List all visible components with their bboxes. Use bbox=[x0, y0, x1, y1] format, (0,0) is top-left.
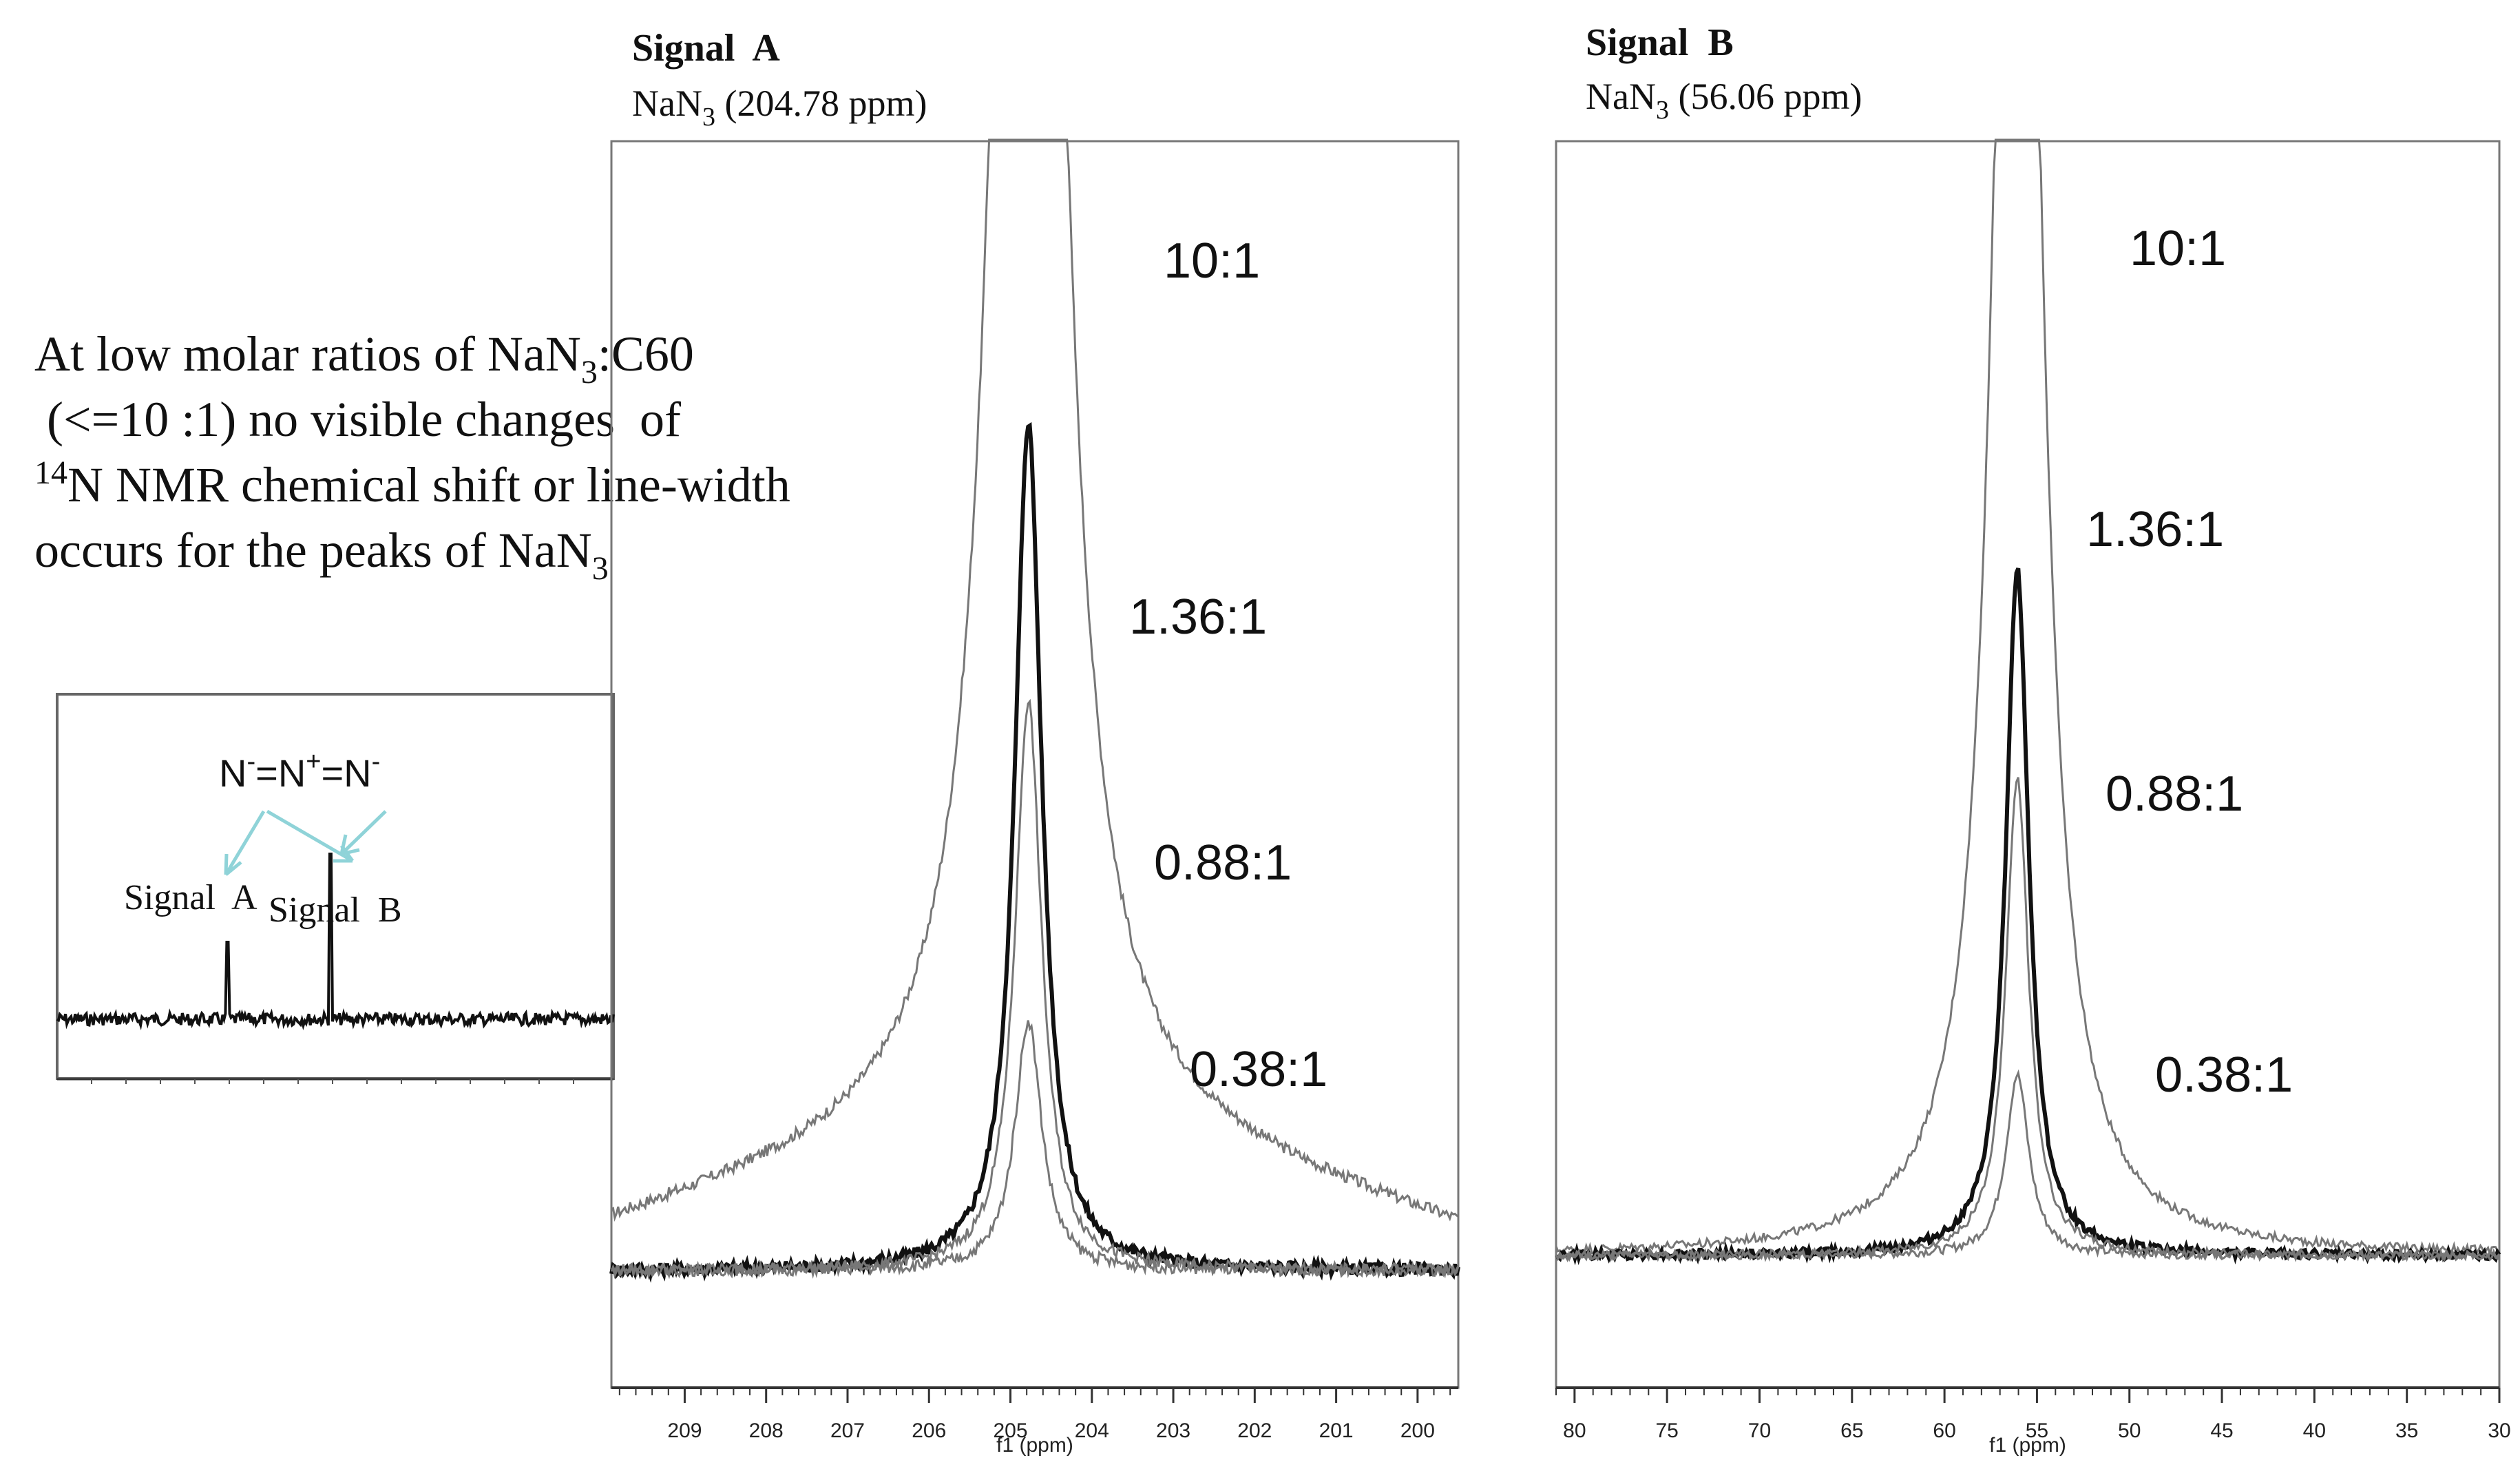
x-tick-label: 203 bbox=[1156, 1419, 1190, 1442]
x-tick-label: 80 bbox=[1563, 1419, 1586, 1442]
arrow-to-signal-a bbox=[224, 810, 266, 876]
x-tick-label: 65 bbox=[1840, 1419, 1863, 1442]
x-tick-label: 206 bbox=[912, 1419, 946, 1442]
x-tick-label: 209 bbox=[667, 1419, 702, 1442]
panel-a-subtitle: NaN3 (204.78 ppm) bbox=[632, 83, 927, 132]
panel-a-label-0-38-1: 0.38:1 bbox=[1190, 1042, 1327, 1097]
panel-b-ratio-labels: 10:1 1.36:1 0.88:1 0.38:1 bbox=[2086, 221, 2293, 1103]
panel-b-traces bbox=[1555, 138, 2501, 1266]
panel-b-xlabel: f1 (ppm) bbox=[1989, 1434, 2066, 1457]
inset-ticks bbox=[91, 1079, 574, 1084]
annotation-line-4: occurs for the peaks of NaN3 bbox=[34, 523, 609, 587]
inset-arrows bbox=[224, 809, 387, 876]
x-tick-label: 70 bbox=[1748, 1419, 1771, 1442]
inset-formula: N-=N+=N- bbox=[219, 747, 380, 795]
x-tick-label: 40 bbox=[2303, 1419, 2326, 1442]
x-tick-label: 205 bbox=[993, 1419, 1027, 1442]
x-tick-label: 202 bbox=[1237, 1419, 1272, 1442]
panel-a-label-1-36-1: 1.36:1 bbox=[1129, 590, 1267, 645]
panel-a-xlabel: f1 (ppm) bbox=[996, 1434, 1073, 1457]
panel-a-label-0-88-1: 0.88:1 bbox=[1154, 835, 1292, 890]
inset-trace bbox=[56, 853, 615, 1031]
x-tick-label: 200 bbox=[1400, 1419, 1435, 1442]
panel-signal-b: Signal B NaN3 (56.06 ppm) 80 75 70 65 60 55 50… bbox=[1555, 21, 2511, 1457]
panel-b-label-1-36-1: 1.36:1 bbox=[2086, 502, 2224, 557]
panel-b-ticks: 80 75 70 65 60 55 50 45 40 35 30 bbox=[1555, 1388, 2511, 1442]
annotation-line-3: 14N NMR chemical shift or line-width bbox=[34, 455, 790, 512]
panel-b-label-10-1: 10:1 bbox=[2130, 221, 2226, 276]
panel-b-trace-0-38-1 bbox=[1555, 1069, 2501, 1262]
panel-a-traces bbox=[609, 138, 1460, 1283]
panel-b-label-0-38-1: 0.38:1 bbox=[2155, 1048, 2293, 1103]
x-tick-label: 45 bbox=[2210, 1419, 2233, 1442]
panel-b-trace-10-1 bbox=[1555, 138, 2500, 1258]
panel-a-title: Signal A bbox=[632, 27, 780, 70]
x-tick-label: 50 bbox=[2118, 1419, 2141, 1442]
inset-signal-a-label: Signal A bbox=[124, 878, 258, 917]
x-tick-label: 30 bbox=[2488, 1419, 2510, 1442]
panel-a-label-10-1: 10:1 bbox=[1164, 233, 1260, 289]
panel-a-ticks: 209 208 207 206 205 204 203 202 201 200 bbox=[618, 1388, 1451, 1442]
x-tick-label: 204 bbox=[1075, 1419, 1109, 1442]
x-tick-label: 55 bbox=[2026, 1419, 2048, 1442]
x-tick-label: 208 bbox=[749, 1419, 784, 1442]
x-tick-label: 60 bbox=[1933, 1419, 1955, 1442]
inset-signal-b-label: Signal B bbox=[269, 890, 402, 930]
panel-signal-a: Signal A NaN3 (204.78 ppm) 209 208 207 206 2… bbox=[609, 27, 1460, 1457]
annotation-line-2: (<=10 :1) no visible changes of bbox=[34, 392, 681, 447]
inset-spectrum: N-=N+=N- Signal A Signal B bbox=[56, 693, 615, 1084]
annotation: At low molar ratios of NaN3:C60 (<=10 :1… bbox=[34, 326, 790, 587]
panel-a-ratio-labels: 10:1 1.36:1 0.88:1 0.38:1 bbox=[1129, 233, 1327, 1097]
x-tick-label: 201 bbox=[1319, 1419, 1354, 1442]
annotation-line-1: At low molar ratios of NaN3:C60 bbox=[34, 326, 694, 390]
panel-b-subtitle: NaN3 (56.06 ppm) bbox=[1586, 76, 1862, 125]
panel-a-trace-10-1 bbox=[611, 138, 1459, 1222]
x-tick-label: 207 bbox=[830, 1419, 865, 1442]
x-tick-label: 75 bbox=[1655, 1419, 1678, 1442]
panel-b-label-0-88-1: 0.88:1 bbox=[2106, 767, 2243, 822]
x-tick-label: 35 bbox=[2395, 1419, 2418, 1442]
panel-b-title: Signal B bbox=[1586, 21, 1734, 64]
arrow-to-signal-b bbox=[339, 810, 387, 856]
panel-a-trace-0-38-1 bbox=[611, 1020, 1460, 1280]
